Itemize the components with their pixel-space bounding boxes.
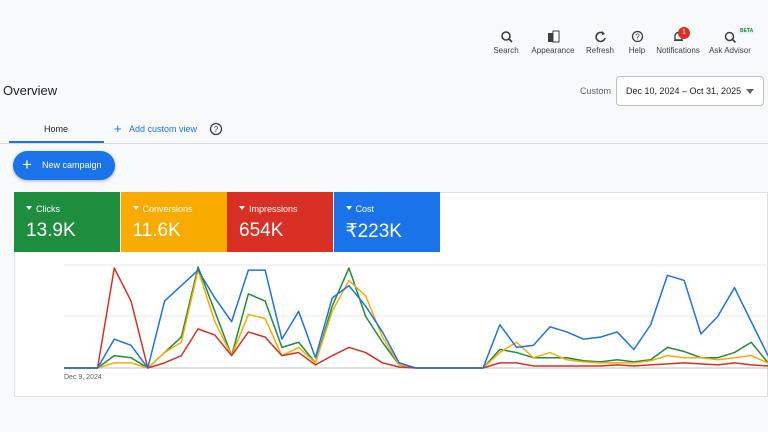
- metric-card[interactable]: Cost ₹223K: [333, 192, 440, 252]
- metric-value: 11.6K: [132, 220, 181, 241]
- dropdown-icon: [26, 206, 32, 210]
- help-icon[interactable]: ?: [209, 122, 223, 136]
- tab-indicator: [9, 141, 104, 143]
- beta-badge: BETA: [738, 28, 756, 34]
- toolbar-label: Appearance: [531, 46, 575, 55]
- date-mode: Custom: [580, 86, 612, 96]
- toolbar-icon: [594, 31, 606, 43]
- page-title: Overview: [3, 83, 58, 98]
- plus-icon: +: [22, 155, 32, 174]
- date-picker[interactable]: Dec 10, 2024 – Oct 31, 2025: [616, 76, 764, 106]
- metric-card[interactable]: Impressions 654K: [227, 192, 333, 252]
- toolbar-icon: ?: [631, 30, 643, 43]
- button-label: New campaign: [42, 160, 102, 170]
- metric-value: 13.9K: [26, 220, 76, 241]
- toolbar-button[interactable]: Refresh: [570, 30, 630, 55]
- metric-name: Impressions: [249, 204, 298, 214]
- metric-name: Cost: [355, 204, 375, 214]
- series-line: [64, 269, 768, 369]
- divider: [0, 143, 768, 144]
- svg-text:?: ?: [214, 125, 219, 134]
- plus-icon: +: [114, 121, 122, 136]
- metric-card[interactable]: Conversions 11.6K: [120, 192, 227, 252]
- series-line: [64, 269, 768, 369]
- toolbar-label: Refresh: [585, 46, 614, 55]
- notification-badge: 1: [678, 27, 690, 39]
- metric-name: Clicks: [36, 204, 60, 214]
- dropdown-icon: [746, 89, 754, 94]
- toolbar-label: Notifications: [656, 46, 700, 55]
- svg-text:?: ?: [635, 33, 640, 42]
- new-campaign-button[interactable]: + New campaign: [13, 151, 115, 180]
- chart: Dec 9, 2024: [64, 264, 768, 381]
- toolbar-icon: [500, 31, 513, 43]
- metric-card[interactable]: Clicks 13.9K: [14, 192, 120, 252]
- toolbar-icon: [547, 30, 559, 43]
- toolbar-label: Help: [628, 46, 646, 55]
- series-line: [64, 266, 768, 369]
- toolbar-label: Ask Advisor: [709, 46, 751, 55]
- metric-value: ₹223K: [345, 221, 402, 242]
- metric-value: 654K: [239, 220, 284, 241]
- dropdown-icon: [239, 206, 245, 210]
- toolbar-button[interactable]: Search: [476, 30, 536, 55]
- date-range: Dec 10, 2024 – Oct 31, 2025: [626, 86, 742, 96]
- x-tick-label: Dec 9, 2024: [64, 374, 102, 381]
- toolbar-icon: [724, 31, 736, 43]
- dropdown-icon: [345, 206, 352, 210]
- toolbar-button[interactable]: Ask Advisor: [700, 30, 760, 55]
- toolbar-button[interactable]: Appearance: [523, 30, 583, 55]
- home-tab[interactable]: Home: [44, 124, 69, 134]
- add-view-tab[interactable]: Add custom view: [129, 124, 198, 134]
- series-line: [64, 267, 768, 369]
- metric-name: Conversions: [142, 204, 193, 214]
- dropdown-icon: [132, 206, 139, 210]
- toolbar-button[interactable]: ? Help: [607, 30, 667, 55]
- toolbar-label: Search: [493, 46, 519, 55]
